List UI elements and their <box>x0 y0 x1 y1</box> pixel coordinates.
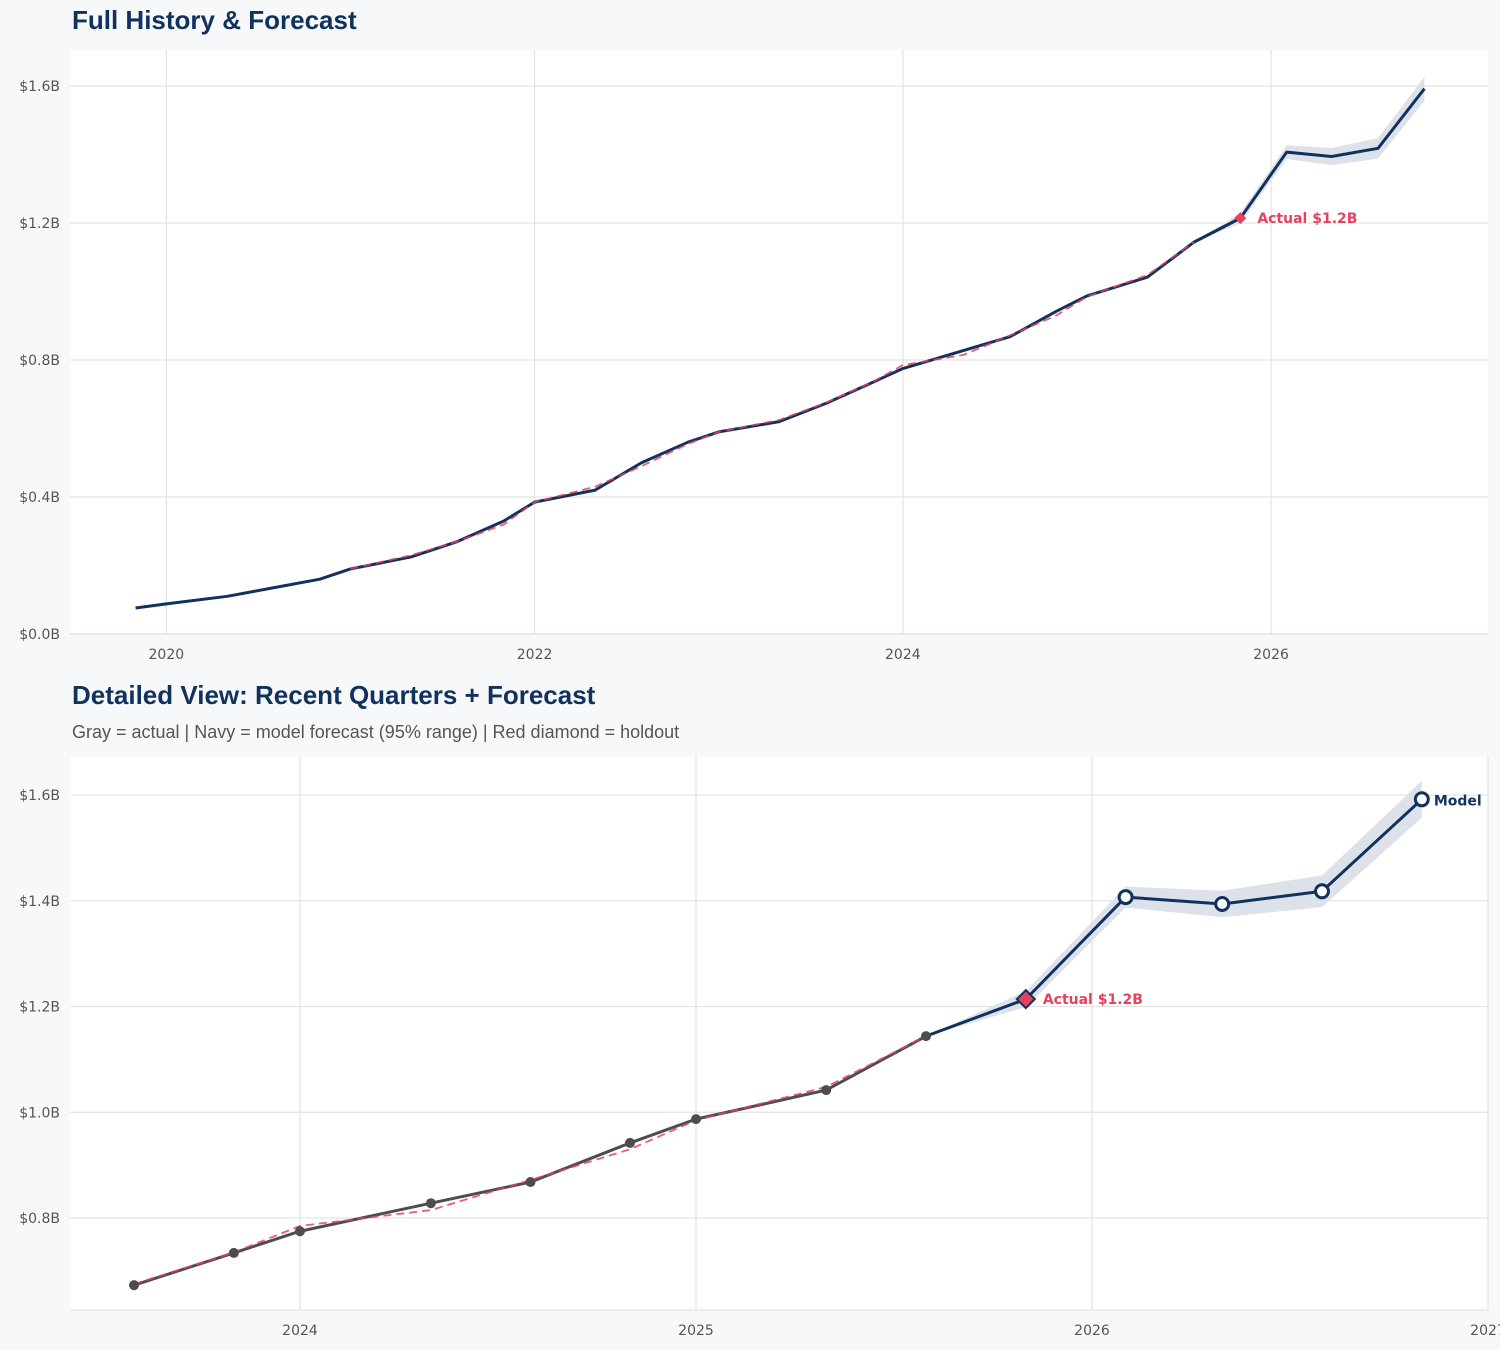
x-tick-label: 2022 <box>517 647 553 663</box>
forecast-95-range-band <box>926 780 1422 1037</box>
holdout-annotation: Actual $1.2B <box>1257 211 1357 227</box>
forecast-point <box>1117 889 1134 906</box>
forecast-point <box>1314 883 1331 900</box>
actual-point <box>691 1114 702 1125</box>
plot-content <box>129 780 1430 1291</box>
y-tick-label: $1.2B <box>19 216 60 232</box>
y-tick-label: $0.4B <box>19 490 60 506</box>
holdout-annotation: Actual $1.2B <box>1043 992 1143 1008</box>
x-tick-label: 2027 <box>1470 1323 1500 1339</box>
y-tick-label: $1.6B <box>19 788 60 804</box>
model-end-label: Model <box>1434 793 1482 809</box>
forecast-point <box>1214 895 1231 912</box>
y-tick-label: $1.0B <box>19 1105 60 1121</box>
actual-point <box>228 1247 239 1258</box>
y-tick-label: $0.8B <box>19 353 60 369</box>
chart-subtitle: Gray = actual | Navy = model forecast (9… <box>72 722 680 742</box>
fitted-series-line <box>350 241 1195 570</box>
forecast-point <box>1413 791 1430 808</box>
x-tick-label: 2026 <box>1253 647 1289 663</box>
actual-point <box>821 1085 832 1096</box>
forecast-series-line <box>925 798 1423 1038</box>
y-tick-label: $0.8B <box>19 1211 60 1227</box>
y-tick-label: $1.4B <box>19 894 60 910</box>
plot-area <box>70 757 1488 1310</box>
x-tick-label: 2025 <box>678 1323 714 1339</box>
actual-point <box>625 1137 636 1148</box>
actual-series-line <box>135 216 1242 610</box>
chart-title-detailed-view: Detailed View: Recent Quarters + Forecas… <box>72 680 596 710</box>
actual-point <box>295 1226 306 1237</box>
full-history-chart: $0.0B $0.4B $0.8B $1.2B $1.6B 2020 2022 2024 202… <box>19 50 1488 663</box>
forecast-series-line <box>1193 87 1426 244</box>
x-tick-label: 2020 <box>149 647 185 663</box>
holdout-diamond-marker <box>1015 988 1037 1010</box>
actual-point <box>425 1198 436 1209</box>
x-tick-label: 2024 <box>282 1323 318 1339</box>
y-tick-label: $0.0B <box>19 627 60 643</box>
chart-title-full-history: Full History & Forecast <box>72 5 357 35</box>
y-tick-label: $1.6B <box>19 79 60 95</box>
plot-content <box>135 76 1426 610</box>
fitted-series-line <box>133 1035 927 1285</box>
x-tick-label: 2026 <box>1074 1323 1110 1339</box>
y-tick-label: $1.2B <box>19 1000 60 1016</box>
actual-point <box>525 1177 536 1188</box>
actual-point <box>921 1031 932 1042</box>
holdout-diamond-marker <box>1234 212 1247 225</box>
x-tick-label: 2024 <box>885 647 921 663</box>
plot-area <box>70 50 1488 634</box>
actual-point <box>129 1280 140 1291</box>
